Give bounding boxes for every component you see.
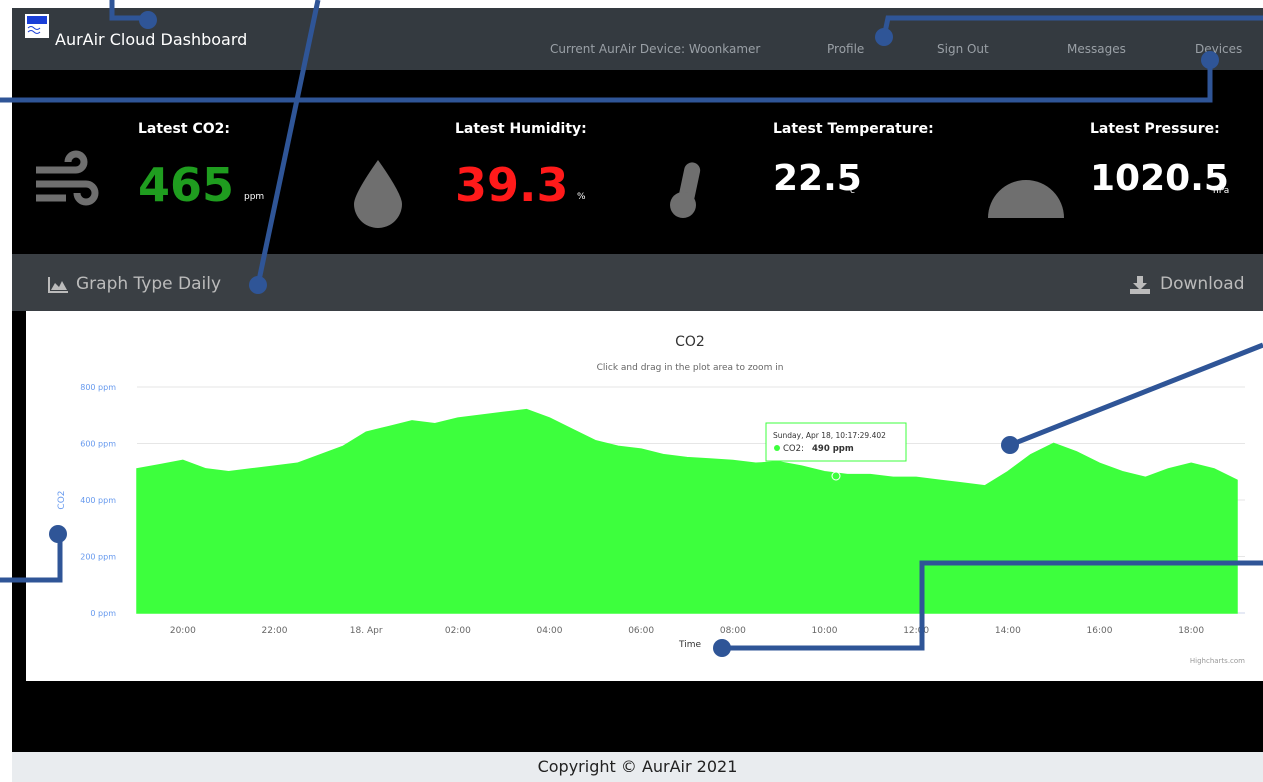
stat-value: 39.3 (455, 158, 569, 212)
footer: Copyright © AurAir 2021 (12, 752, 1263, 782)
x-tick-label: 18. Apr (350, 626, 383, 636)
stat-label: Latest Temperature: (773, 121, 934, 137)
brand[interactable]: AurAir Cloud Dashboard (55, 30, 248, 49)
y-tick-label: 400 ppm (80, 496, 116, 505)
download-icon (1130, 276, 1150, 294)
y-tick-label: 0 ppm (90, 609, 116, 618)
x-tick-label: 04:00 (537, 626, 563, 636)
panel-header: Graph Type Daily Download (12, 254, 1263, 311)
tooltip-header: Sunday, Apr 18, 10:17:29.402 (773, 431, 886, 440)
stat-label: Latest Pressure: (1090, 121, 1220, 137)
stat-unit: hPa (1213, 186, 1230, 196)
x-tick-label: 10:00 (812, 626, 838, 636)
x-tick-label: 14:00 (995, 626, 1021, 636)
stat-unit: c (850, 186, 855, 196)
credit: Highcharts.com (1190, 657, 1245, 665)
nav-profile[interactable]: Profile (827, 42, 865, 56)
tooltip-value: 490 ppm (812, 444, 854, 454)
stat-label: Latest CO2: (138, 121, 230, 137)
tooltip-marker (831, 471, 841, 481)
tooltip-dot (774, 445, 780, 451)
download-button[interactable]: Download (1160, 274, 1245, 294)
stat-unit: ppm (244, 192, 265, 202)
x-tick-label: 12:00 (903, 626, 929, 636)
chart-icon (48, 277, 68, 293)
y-tick-label: 800 ppm (80, 383, 116, 392)
y-tick-label: 200 ppm (80, 553, 116, 562)
nav-signout[interactable]: Sign Out (937, 42, 989, 56)
chart-subtitle: Click and drag in the plot area to zoom … (597, 363, 784, 373)
stat-value: 1020.5 (1090, 158, 1229, 199)
stat-icons (36, 150, 1064, 228)
x-tick-label: 08:00 (720, 626, 746, 636)
device-label: Current AurAir Device: Woonkamer (550, 42, 761, 56)
stat-unit: % (577, 192, 586, 202)
logo (25, 14, 49, 38)
x-tick-label: 22:00 (262, 626, 288, 636)
y-axis-title: CO2 (57, 490, 67, 509)
panel-title: Graph Type Daily (76, 274, 222, 294)
x-tick-label: 16:00 (1087, 626, 1113, 636)
x-tick-label: 20:00 (170, 626, 196, 636)
tooltip-label: CO2: (783, 444, 804, 454)
x-tick-label: 18:00 (1178, 626, 1204, 636)
x-axis-title: Time (678, 640, 701, 650)
stat-value: 465 (138, 158, 235, 212)
y-tick-label: 600 ppm (80, 440, 116, 449)
chart-title: CO2 (675, 334, 705, 350)
stat-label: Latest Humidity: (455, 121, 587, 137)
tooltip (765, 422, 907, 462)
x-tick-label: 02:00 (445, 626, 471, 636)
nav-messages[interactable]: Messages (1067, 42, 1126, 56)
stat-value: 22.5 (773, 158, 862, 199)
x-tick-label: 06:00 (628, 626, 654, 636)
